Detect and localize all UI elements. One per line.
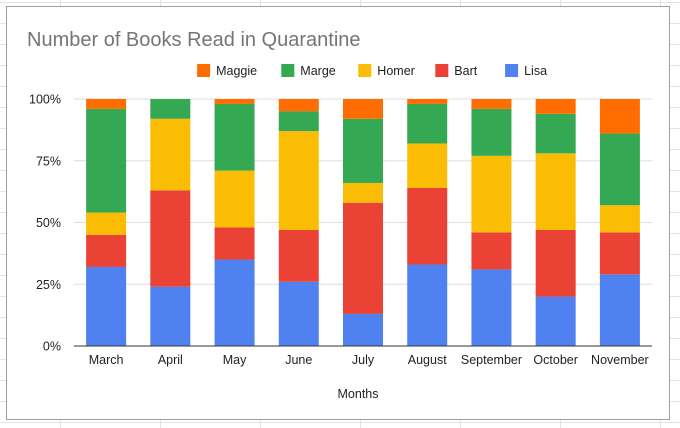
bar-maggie-june xyxy=(278,99,319,112)
bar-lisa-july xyxy=(343,313,383,346)
legend-label-lisa: Lisa xyxy=(524,64,547,78)
bar-bart-september xyxy=(471,232,512,270)
legend-swatch-marge xyxy=(281,64,295,77)
bar-homer-may xyxy=(214,170,255,228)
bar-marge-september xyxy=(471,108,512,156)
x-tick-label: October xyxy=(533,353,577,367)
legend-label-homer: Homer xyxy=(377,64,415,78)
bar-homer-october xyxy=(535,153,576,230)
x-tick-label: May xyxy=(223,353,247,367)
bar-lisa-november xyxy=(599,274,640,346)
bar-maggie-march xyxy=(86,99,127,109)
y-tick-label: 100% xyxy=(29,93,61,107)
bar-marge-november xyxy=(599,133,640,206)
bar-marge-march xyxy=(86,108,127,213)
x-tick-label: August xyxy=(408,353,447,367)
bar-homer-june xyxy=(278,131,319,230)
legend-swatch-bart xyxy=(435,64,449,77)
bar-lisa-april xyxy=(150,286,191,346)
x-axis-ticks: March April May June July August September Octo… xyxy=(89,353,649,367)
y-tick-label: 25% xyxy=(36,278,61,292)
bar-maggie-may xyxy=(214,99,255,104)
x-tick-label: March xyxy=(89,353,124,367)
bar-bart-march xyxy=(86,234,127,267)
bar-bart-july xyxy=(343,202,383,314)
bar-bart-october xyxy=(535,229,576,297)
bar-maggie-july xyxy=(343,99,383,119)
legend-label-maggie: Maggie xyxy=(216,64,257,78)
legend-swatch-lisa xyxy=(505,64,519,77)
bar-homer-november xyxy=(599,205,640,233)
bar-lisa-june xyxy=(278,281,319,346)
bar-lisa-october xyxy=(535,296,576,346)
y-tick-label: 75% xyxy=(36,154,61,168)
y-tick-label: 0% xyxy=(43,340,61,354)
bar-homer-april xyxy=(150,118,191,191)
bar-lisa-september xyxy=(471,269,512,346)
bars xyxy=(86,99,640,346)
bar-marge-june xyxy=(278,111,319,132)
bar-marge-july xyxy=(343,118,383,183)
bar-homer-march xyxy=(86,212,127,235)
legend-label-bart: Bart xyxy=(454,64,477,78)
bar-marge-may xyxy=(214,103,255,171)
x-tick-label: November xyxy=(591,353,649,367)
bar-marge-april xyxy=(150,99,191,119)
chart-title: Number of Books Read in Quarantine xyxy=(27,29,361,51)
bar-maggie-october xyxy=(535,99,576,114)
bar-bart-june xyxy=(278,229,319,282)
legend-swatch-maggie xyxy=(197,64,211,77)
bar-bart-may xyxy=(214,227,255,260)
bar-homer-july xyxy=(343,182,383,203)
x-axis-title: Months xyxy=(338,387,379,401)
x-tick-label: September xyxy=(461,353,522,367)
bar-homer-september xyxy=(471,155,512,233)
x-tick-label: April xyxy=(158,353,183,367)
legend-swatch-homer xyxy=(358,64,372,77)
x-tick-label: July xyxy=(352,353,375,367)
bar-bart-august xyxy=(407,187,448,265)
bar-lisa-may xyxy=(214,259,255,346)
bar-lisa-august xyxy=(407,264,448,346)
bar-maggie-august xyxy=(407,99,448,104)
bar-bart-april xyxy=(150,190,191,287)
y-tick-label: 50% xyxy=(36,216,61,230)
bar-bart-november xyxy=(599,232,640,275)
bar-homer-august xyxy=(407,143,448,188)
x-tick-label: June xyxy=(285,353,312,367)
bar-maggie-november xyxy=(599,99,640,134)
bar-lisa-march xyxy=(86,266,127,346)
legend-label-marge: Marge xyxy=(300,64,335,78)
y-axis-ticks: 0% 25% 50% 75% 100% xyxy=(29,93,61,354)
legend: Maggie Marge Homer Bart Lisa xyxy=(197,64,547,78)
bar-maggie-september xyxy=(471,99,512,109)
bar-marge-august xyxy=(407,103,448,144)
bar-marge-october xyxy=(535,113,576,154)
